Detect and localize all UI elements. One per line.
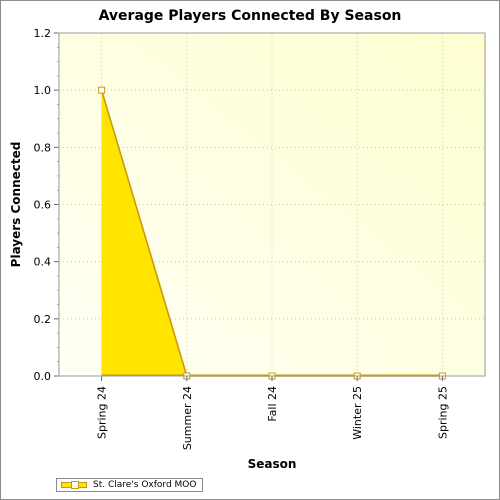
y-tick-label: 0.6 <box>34 199 52 212</box>
y-tick-label: 0.2 <box>34 313 52 326</box>
y-tick-label: 1.0 <box>34 84 52 97</box>
x-tick-label: Spring 24 <box>96 386 109 439</box>
plot-border <box>58 32 486 377</box>
y-tick-label: 0.0 <box>34 370 52 383</box>
x-tick-label: Winter 25 <box>351 386 364 440</box>
axes: 0.0 0.2 0.4 0.6 0.8 1.0 1.2 Spring 24 Summer 24 F… <box>34 27 486 450</box>
y-tick-label: 0.4 <box>34 256 52 269</box>
chart-title: Average Players Connected By Season <box>98 8 402 24</box>
data-point <box>98 86 106 94</box>
x-tick-label: Spring 25 <box>436 386 449 439</box>
x-tick-label: Summer 24 <box>181 386 194 450</box>
legend-label: St. Clare's Oxford MOO <box>93 480 197 490</box>
y-axis-title: Players Connected <box>9 142 23 268</box>
y-tick-label: 0.8 <box>34 141 52 154</box>
x-tick-label: Fall 24 <box>266 386 279 422</box>
y-tick-label: 1.2 <box>34 27 52 40</box>
legend-swatch-icon <box>61 481 87 489</box>
grid <box>59 33 485 376</box>
legend: St. Clare's Oxford MOO <box>56 478 204 492</box>
series-area <box>101 90 443 377</box>
x-axis-title: Season <box>248 457 297 471</box>
